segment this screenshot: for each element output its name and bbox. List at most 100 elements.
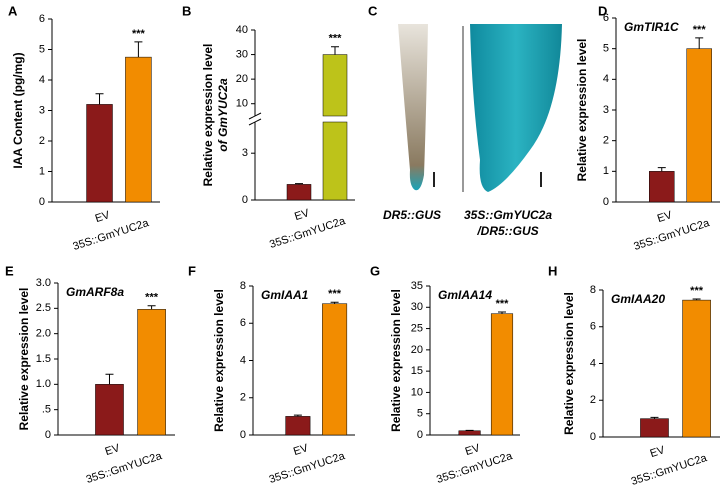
y-axis-label: Relative expression level [201, 44, 215, 187]
error-bar [330, 301, 339, 304]
y-tick-label: 5 [417, 408, 423, 420]
y-tick-label: 3 [603, 104, 609, 116]
y-tick-label: 30 [411, 301, 423, 313]
y-tick-label: 0 [590, 431, 596, 443]
y-tick-label: 2 [603, 135, 609, 147]
bar [95, 384, 124, 436]
y-axis-label: of GmYUC2a [216, 78, 230, 152]
y-tick-label: 1.5 [36, 353, 51, 365]
y-tick-label: 6 [603, 12, 609, 24]
error-bar [147, 305, 156, 310]
y-tick-label: 4 [240, 354, 246, 366]
error-bar [657, 167, 666, 172]
root-yuc [470, 24, 562, 192]
root-ev [398, 24, 428, 191]
panel-letter: G [370, 263, 380, 278]
y-tick-label: 15 [411, 365, 423, 377]
significance: *** [132, 28, 146, 40]
axis-break [248, 118, 262, 126]
error-bar [695, 37, 704, 49]
bar [649, 171, 675, 203]
error-bar [105, 373, 114, 385]
significance: *** [329, 33, 343, 45]
gene-label: GmTIR1C [624, 20, 679, 34]
error-bar [650, 416, 659, 419]
x-tick-label: 35S::GmYUC2a [268, 450, 348, 486]
y-axis-label: Relative expression level [562, 292, 576, 435]
y-tick-label: 4 [39, 74, 45, 86]
bar [490, 313, 514, 436]
y-tick-label: 1 [603, 165, 609, 177]
x-tick-label: EV [293, 207, 311, 223]
panel-letter: A [8, 3, 18, 18]
y-tick-label: 5 [39, 43, 45, 55]
panel-letter: C [368, 3, 378, 18]
y-tick-label: 20 [236, 73, 248, 85]
significance: *** [690, 285, 704, 297]
y-tick-label: .5 [42, 404, 51, 416]
bar [322, 303, 348, 436]
y-tick-label: 20 [411, 344, 423, 356]
y-tick-label: 4 [603, 73, 609, 85]
y-tick-label: 0 [417, 429, 423, 441]
y-axis-label: IAA Content (pg/mg) [11, 52, 25, 168]
bar [682, 299, 711, 438]
y-tick-label: 2 [39, 135, 45, 147]
error-bar [331, 46, 339, 55]
panel-letter: H [548, 263, 557, 278]
error-bar [498, 311, 506, 314]
x-tick-label: 35S::GmYUC2a [632, 217, 712, 253]
y-axis-label: Relative expression level [575, 39, 589, 182]
y-tick-label: 8 [590, 284, 596, 296]
y-tick-label: 4 [590, 357, 596, 369]
x-tick-label: EV [104, 442, 122, 458]
x-tick-label: EV [649, 444, 667, 460]
panel-letter: B [182, 3, 191, 18]
y-tick-label: 3 [39, 104, 45, 116]
x-tick-label: 35S::GmYUC2a [268, 215, 348, 251]
panel-letter: F [188, 263, 196, 278]
y-tick-label: 6 [590, 321, 596, 333]
x-tick-label: EV [94, 209, 112, 225]
y-axis-label: Relative expression level [212, 289, 226, 432]
bar [322, 121, 348, 201]
image-label: /DR5::GUS [476, 224, 538, 238]
y-tick-label: 2.5 [36, 302, 51, 314]
y-tick-label: 0 [39, 196, 45, 208]
bar [125, 56, 152, 203]
y-tick-label: 2 [590, 394, 596, 406]
image-label: DR5::GUS [383, 208, 441, 222]
y-tick-label: 1.0 [36, 378, 51, 390]
y-tick-label: 10 [411, 386, 423, 398]
y-axis-label: Relative expression level [17, 288, 31, 431]
bar [286, 184, 312, 201]
gene-label: GmARF8a [66, 285, 124, 299]
error-bar [295, 183, 303, 185]
y-tick-label: 1 [39, 165, 45, 177]
bar [285, 416, 311, 436]
bar [86, 104, 113, 203]
panel-letter: D [598, 3, 607, 18]
x-tick-label: EV [656, 209, 674, 225]
y-tick-label: 3.0 [36, 277, 51, 289]
x-tick-label: EV [292, 442, 310, 458]
error-bar [134, 41, 143, 58]
gene-label: GmIAA1 [261, 288, 309, 302]
panel-letter: E [5, 263, 14, 278]
x-tick-label: EV [464, 442, 482, 458]
axis-break [248, 112, 262, 120]
error-bar [692, 298, 701, 301]
y-tick-label: 0 [242, 194, 248, 206]
significance: *** [145, 292, 159, 304]
panel-c: C DR5::GUS 35S::GmYUC2a /DR5::GUS [368, 3, 572, 238]
error-bar [95, 93, 104, 105]
x-tick-label: 35S::GmYUC2a [85, 450, 165, 486]
bar [458, 430, 481, 436]
image-label: 35S::GmYUC2a [464, 208, 552, 222]
y-tick-label: 0 [603, 196, 609, 208]
y-tick-label: 2 [240, 392, 246, 404]
y-tick-label: 5 [603, 43, 609, 55]
y-tick-label: 6 [39, 13, 45, 25]
gene-label: GmIAA20 [611, 292, 665, 306]
